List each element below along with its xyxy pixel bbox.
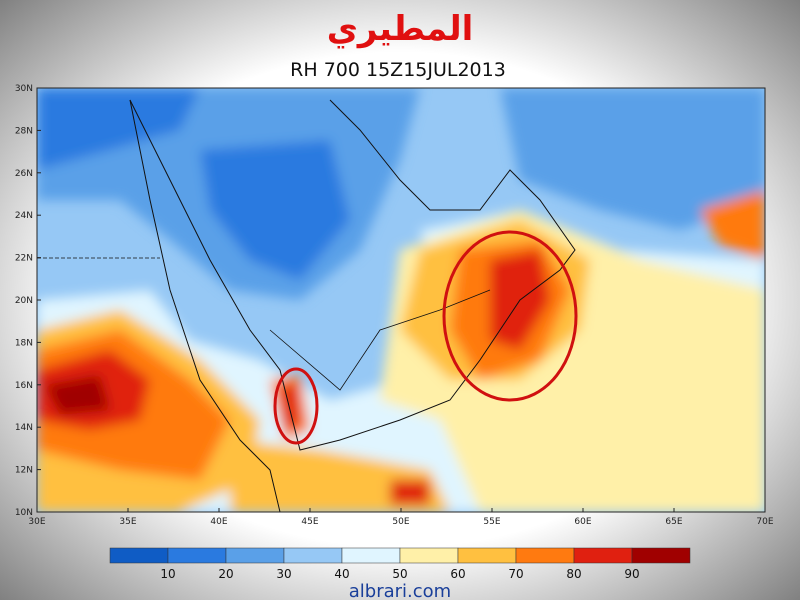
watermark: المطيري xyxy=(327,9,474,49)
colorbar-bin xyxy=(573,547,633,564)
axis-labels: 10N 12N 14N 16N 18N 20N 22N 24N 26N 28N 30N 30E 35E 4… xyxy=(15,84,774,527)
lon-label: 70E xyxy=(756,517,773,527)
colorbar: 10 20 30 40 50 60 70 80 90 xyxy=(109,547,691,581)
colorbar-bin xyxy=(631,547,691,564)
colorbar-label: 90 xyxy=(624,567,639,581)
rh-field xyxy=(37,88,765,512)
colorbar-bin xyxy=(283,547,343,564)
colorbar-label: 10 xyxy=(160,567,175,581)
lat-label: 18N xyxy=(15,338,33,348)
lon-label: 35E xyxy=(119,517,136,527)
lat-label: 12N xyxy=(15,466,33,476)
map-title: RH 700 15Z15JUL2013 xyxy=(290,59,506,81)
colorbar-bin xyxy=(225,547,285,564)
colorbar-label: 40 xyxy=(334,567,349,581)
lat-label: 22N xyxy=(15,254,33,264)
colorbar-bin xyxy=(515,547,575,564)
site-name: albrari.com xyxy=(349,581,451,600)
colorbar-label: 20 xyxy=(218,567,233,581)
colorbar-bin xyxy=(109,547,169,564)
colorbar-label: 80 xyxy=(566,567,581,581)
lat-label: 14N xyxy=(15,423,33,433)
colorbar-bin xyxy=(341,547,401,564)
lon-label: 40E xyxy=(210,517,227,527)
colorbar-label: 30 xyxy=(276,567,291,581)
lon-label: 55E xyxy=(483,517,500,527)
colorbar-bin xyxy=(399,547,459,564)
lon-label: 65E xyxy=(665,517,682,527)
lon-label: 60E xyxy=(574,517,591,527)
lat-label: 20N xyxy=(15,296,33,306)
lat-label: 16N xyxy=(15,381,33,391)
colorbar-bin xyxy=(167,547,227,564)
lat-label: 10N xyxy=(15,508,33,518)
lat-label: 26N xyxy=(15,169,33,179)
highlight-circle xyxy=(273,367,319,445)
colorbar-label: 70 xyxy=(508,567,523,581)
lat-label: 30N xyxy=(15,84,33,94)
colorbar-label: 60 xyxy=(450,567,465,581)
highlight-circle xyxy=(442,230,578,402)
colorbar-bin xyxy=(457,547,517,564)
lon-label: 30E xyxy=(28,517,45,527)
lat-label: 24N xyxy=(15,211,33,221)
lon-label: 50E xyxy=(392,517,409,527)
lon-label: 45E xyxy=(301,517,318,527)
colorbar-label: 50 xyxy=(392,567,407,581)
lat-label: 28N xyxy=(15,126,33,136)
